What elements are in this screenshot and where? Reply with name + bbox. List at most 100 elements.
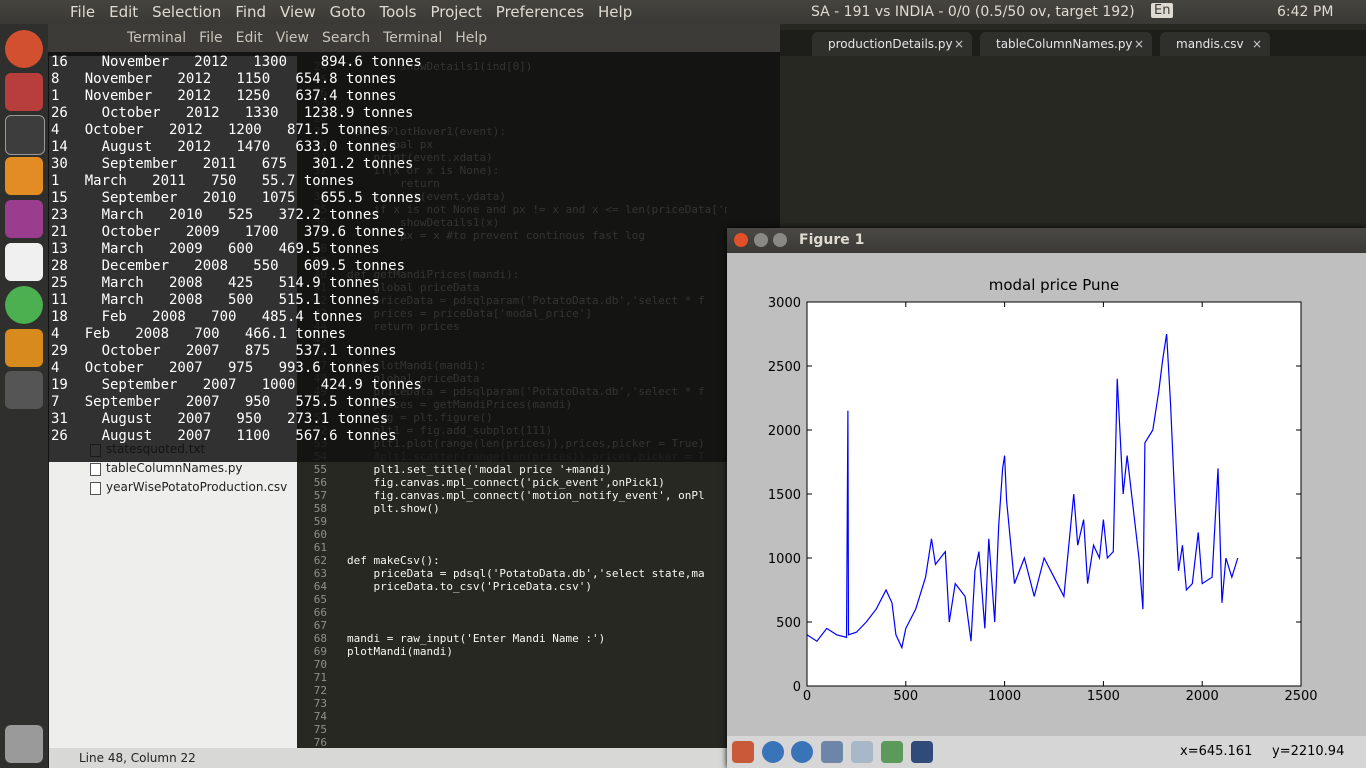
sublime-icon[interactable] <box>5 157 43 195</box>
close-button[interactable] <box>734 233 748 247</box>
files-icon[interactable] <box>5 73 43 111</box>
terminal-menu-item[interactable]: Edit <box>235 30 263 46</box>
chrome-icon[interactable] <box>5 286 43 324</box>
tab-label: productionDetails.py <box>828 37 953 51</box>
chart-title: modal price Pune <box>989 276 1120 294</box>
back-tool[interactable] <box>762 741 784 763</box>
x-tick-label: 0 <box>803 689 811 704</box>
line-number: 71 <box>313 671 327 684</box>
line-number: 74 <box>313 710 327 723</box>
terminal-line: 18 Feb 2008 700 485.4 tonnes <box>51 309 363 325</box>
line-number: 56 <box>313 476 327 489</box>
status-text: Line 48, Column 22 <box>79 751 196 765</box>
code-line: mandi = raw_input('Enter Mandi Name :') <box>347 632 606 645</box>
terminal-window: Terminal File Edit View Search Terminal Help 1… <box>48 24 780 462</box>
menu-item[interactable]: Goto <box>329 3 366 21</box>
menu-item[interactable]: Edit <box>109 3 139 21</box>
y-tick-label: 3000 <box>768 296 801 311</box>
keyboard-language[interactable]: En <box>1151 3 1174 18</box>
save-tool[interactable] <box>911 741 933 763</box>
menu-item[interactable]: Find <box>235 3 267 21</box>
x-tick-label: 2000 <box>1186 689 1219 704</box>
terminal-line: 13 March 2009 600 469.5 tonnes <box>51 241 380 257</box>
menu-item[interactable]: Project <box>430 3 482 21</box>
subplots-tool[interactable] <box>881 741 903 763</box>
terminal-line: 1 November 2012 1250 637.4 tonnes <box>51 88 397 104</box>
terminal-line: 4 Feb 2008 700 466.1 tonnes <box>51 326 347 342</box>
app-icon[interactable] <box>5 243 43 281</box>
tab-close[interactable]: × <box>1251 37 1262 51</box>
menu-item[interactable]: View <box>280 3 316 21</box>
menu-item[interactable]: File <box>70 3 96 21</box>
menu-item[interactable]: Preferences <box>495 3 585 21</box>
terminal-menu-item[interactable]: Terminal <box>383 30 443 46</box>
tab-close[interactable]: × <box>1133 37 1144 51</box>
menu-item[interactable]: Tools <box>379 3 417 21</box>
terminal-menu-item[interactable]: Terminal <box>127 30 187 46</box>
terminal-menu-item[interactable]: Search <box>321 30 371 46</box>
editor-tab[interactable]: tableColumnNames.py × <box>980 32 1152 56</box>
zoom-tool[interactable] <box>851 741 873 763</box>
line-number: 65 <box>313 593 327 606</box>
line-number: 59 <box>313 515 327 528</box>
trash-icon[interactable] <box>5 725 43 763</box>
line-number: 61 <box>313 541 327 554</box>
app-icon[interactable] <box>5 200 43 238</box>
y-tick-label: 0 <box>793 680 801 695</box>
terminal-line: 14 August 2012 1470 633.0 tonnes <box>51 139 397 155</box>
line-number: 67 <box>313 619 327 632</box>
maximize-button[interactable] <box>773 233 787 247</box>
app-icon[interactable] <box>5 329 43 367</box>
line-number: 57 <box>313 489 327 502</box>
terminal-line: 1 March 2011 750 55.7 tonnes <box>51 173 355 189</box>
y-tick-label: 1000 <box>768 552 801 567</box>
terminal-menu-item[interactable]: File <box>199 30 223 46</box>
code-line: priceData = pdsql('PotatoData.db','selec… <box>347 567 705 580</box>
tab-label: mandis.csv <box>1176 37 1244 51</box>
y-tick-label: 500 <box>776 616 801 631</box>
terminal-body: 16 November 2012 1300 894.6 tonnes 8 Nove… <box>48 52 780 462</box>
editor-tab[interactable]: productionDetails.py × <box>812 32 972 56</box>
plot-area <box>807 302 1301 686</box>
terminal-line: 23 March 2010 525 372.2 tonnes <box>51 207 380 223</box>
x-tick-label: 2500 <box>1284 689 1317 704</box>
home-tool[interactable] <box>732 741 754 763</box>
code-line: def makeCsv(): <box>347 554 440 567</box>
clock[interactable]: 6:42 PM <box>1277 4 1334 20</box>
menu-item[interactable]: Help <box>598 3 633 21</box>
terminal-line: 4 October 2012 1200 871.5 tonnes <box>51 122 389 138</box>
indicator-score[interactable]: SA - 191 vs INDIA - 0/0 (0.5/50 ov, targ… <box>811 4 1135 20</box>
menu-item[interactable]: Selection <box>152 3 222 21</box>
file-item[interactable]: yearWisePotatoProduction.csv <box>106 480 288 494</box>
code-line: fig.canvas.mpl_connect('motion_notify_ev… <box>347 489 705 502</box>
figure-window: Figure 1 modal price Pune 0 500 1000 1500 200… <box>727 228 1366 768</box>
code-line: plt1.set_title('modal price '+mandi) <box>347 463 612 476</box>
terminal-icon[interactable] <box>5 115 45 155</box>
terminal-line: 21 October 2009 1700 379.6 tonnes <box>51 224 406 240</box>
figure-title-bar: Figure 1 <box>727 228 1366 253</box>
dash-icon[interactable] <box>5 30 43 68</box>
file-icon <box>90 482 101 495</box>
chart: modal price Pune 0 500 1000 1500 2000 2500 0 500… <box>768 276 1318 704</box>
workspace-icon[interactable] <box>5 371 43 409</box>
terminal-line: 11 March 2008 500 515.1 tonnes <box>51 292 380 308</box>
terminal-line: 26 October 2012 1330 1238.9 tonnes <box>51 105 414 121</box>
tab-bar: productionDetails.py × tableColumnNames.py… <box>780 30 1366 56</box>
launcher <box>0 24 49 768</box>
terminal-menu-item[interactable]: View <box>275 30 309 46</box>
tab-close[interactable]: × <box>953 37 964 51</box>
terminal-line: 8 November 2012 1150 654.8 tonnes <box>51 71 397 87</box>
file-item[interactable]: tableColumnNames.py <box>106 461 243 475</box>
pan-tool[interactable] <box>821 741 843 763</box>
figure-title: Figure 1 <box>799 232 865 248</box>
data-line <box>806 333 1239 650</box>
x-tick-label: 500 <box>893 689 918 704</box>
x-tick-label: 1500 <box>1087 689 1120 704</box>
editor-tab[interactable]: mandis.csv × <box>1160 32 1270 56</box>
tab-label: tableColumnNames.py <box>996 37 1133 51</box>
code-line: priceData.to_csv('PriceData.csv') <box>347 580 593 593</box>
minimize-button[interactable] <box>754 233 768 247</box>
forward-tool[interactable] <box>791 741 813 763</box>
terminal-menu-item[interactable]: Help <box>455 30 488 46</box>
